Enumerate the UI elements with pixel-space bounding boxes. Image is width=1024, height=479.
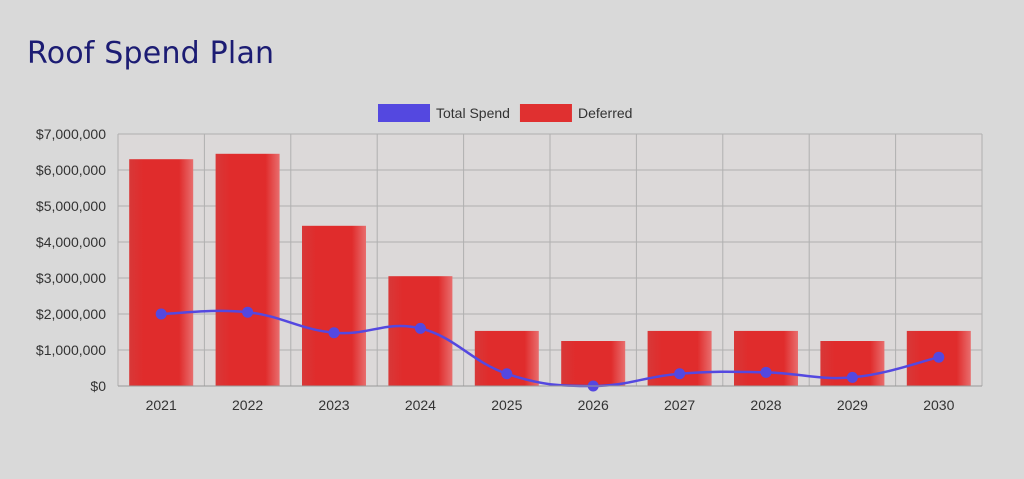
y-tick-label: $7,000,000 [36, 126, 106, 142]
y-tick-label: $1,000,000 [36, 342, 106, 358]
axes: $0 $1,000,000 $2,000,000 $3,000,000 $4,000,0… [36, 126, 982, 413]
y-tick-label: $5,000,000 [36, 198, 106, 214]
x-tick-label: 2028 [750, 397, 781, 413]
total-spend-point [846, 371, 858, 383]
x-tick-label: 2021 [146, 397, 177, 413]
x-tick-label: 2030 [923, 397, 954, 413]
total-spend-point [933, 351, 945, 363]
y-tick-label: $3,000,000 [36, 270, 106, 286]
x-tick-label: 2022 [232, 397, 263, 413]
y-tick-label: $6,000,000 [36, 162, 106, 178]
total-spend-point [674, 368, 686, 380]
total-spend-point [501, 368, 513, 380]
x-tick-label: 2024 [405, 397, 436, 413]
x-tick-label: 2029 [837, 397, 868, 413]
total-spend-line [155, 306, 945, 392]
total-spend-point [328, 327, 340, 339]
total-spend-point [414, 322, 426, 334]
legend-swatch [378, 104, 430, 122]
legend: Total Spend Deferred [378, 104, 632, 122]
x-tick-label: 2025 [491, 397, 522, 413]
legend-swatch [519, 104, 572, 122]
legend-label: Total Spend [436, 105, 510, 121]
page-title: Roof Spend Plan [27, 36, 275, 71]
deferred-bar [561, 341, 626, 386]
total-spend-point [242, 306, 254, 318]
legend-label: Deferred [578, 105, 632, 121]
y-tick-label: $4,000,000 [36, 234, 106, 250]
x-tick-label: 2023 [318, 397, 349, 413]
deferred-bar [302, 225, 366, 386]
y-tick-label: $2,000,000 [36, 306, 106, 322]
y-tick-label: $0 [90, 378, 106, 394]
x-tick-label: 2027 [664, 397, 695, 413]
x-tick-label: 2026 [578, 397, 609, 413]
total-spend-point [760, 366, 772, 378]
deferred-bar [129, 159, 194, 386]
total-spend-point [155, 308, 167, 320]
deferred-bar [215, 153, 280, 386]
total-spend-path [161, 309, 940, 388]
